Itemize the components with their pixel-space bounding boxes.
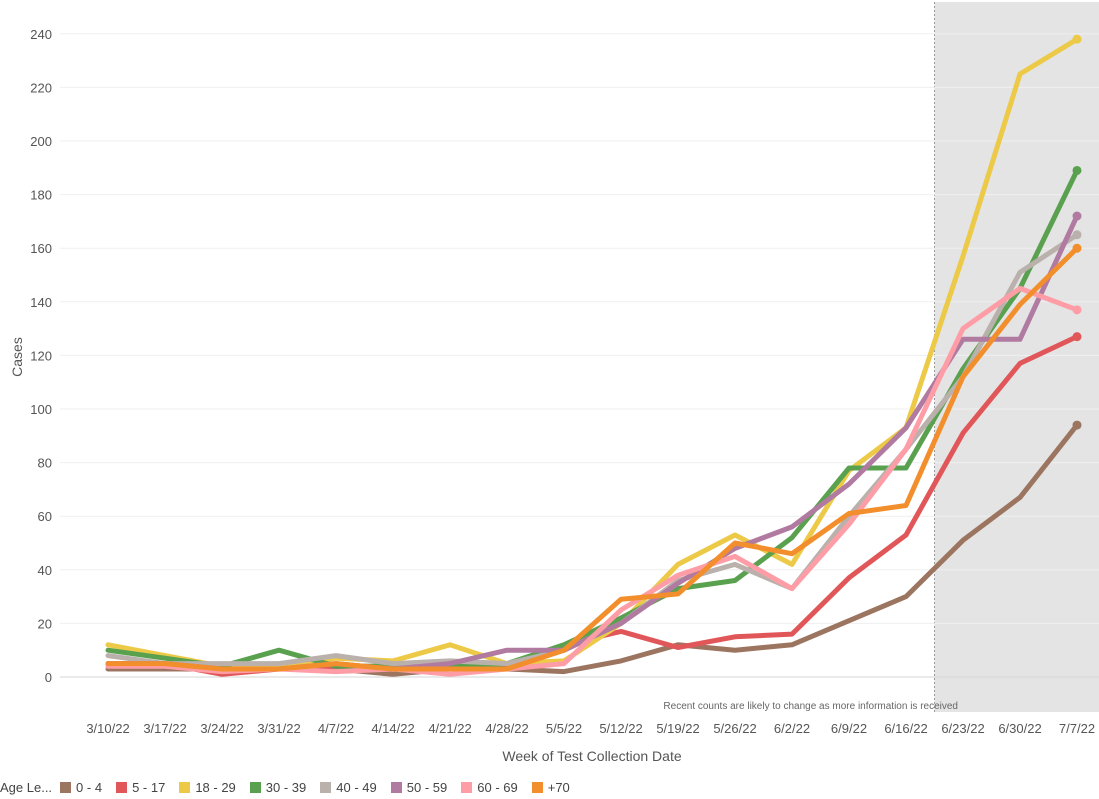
- line-chart: 0 20 40 60 80 100 120 140 160 180 200 220 240 3/10/2…: [9, 2, 1099, 764]
- legend-label: 5 - 17: [132, 779, 166, 795]
- legend: Age Le... 0 - 4 5 - 17 18 - 29 30 - 39 40 - …: [0, 777, 584, 797]
- legend-swatch: [461, 781, 473, 793]
- y-axis-title: Cases: [9, 337, 25, 377]
- series-line-18-29[interactable]: [105, 36, 1080, 669]
- series-line-30-39[interactable]: [105, 168, 1080, 669]
- y-tick-label: 180: [30, 188, 52, 203]
- y-tick-label: 220: [30, 80, 52, 95]
- legend-item[interactable]: 50 - 59: [390, 779, 448, 795]
- y-tick-label: 60: [38, 509, 52, 524]
- recent-counts-note: Recent counts are likely to change as mo…: [663, 701, 958, 712]
- legend-label: 40 - 49: [336, 779, 377, 795]
- legend-item[interactable]: 40 - 49: [320, 779, 377, 795]
- series-end-point[interactable]: [1072, 165, 1082, 175]
- legend-label: 30 - 39: [265, 779, 307, 795]
- x-tick-label: 6/2/22: [774, 721, 810, 736]
- y-tick-label: 20: [38, 616, 52, 631]
- legend-swatch: [249, 781, 261, 793]
- x-tick-label: 7/7/22: [1059, 721, 1095, 736]
- y-tick-label: 40: [38, 563, 52, 578]
- legend-swatch: [390, 781, 402, 793]
- x-tick-label: 3/17/22: [143, 721, 186, 736]
- x-axis-ticks: 3/10/22 3/17/22 3/24/22 3/31/22 4/7/22 4/14/2…: [86, 721, 1095, 736]
- gridlines: [60, 33, 1099, 678]
- series-end-point[interactable]: [1072, 211, 1082, 221]
- x-tick-label: 6/16/22: [884, 721, 927, 736]
- legend-item[interactable]: 18 - 29: [179, 779, 236, 795]
- legend-label: 60 - 69: [477, 779, 518, 795]
- x-tick-label: 5/12/22: [599, 721, 642, 736]
- legend-swatch: [60, 781, 72, 793]
- x-tick-label: 3/31/22: [257, 721, 300, 736]
- legend-swatch: [179, 781, 191, 793]
- y-tick-label: 0: [45, 670, 52, 685]
- y-tick-label: 240: [30, 27, 52, 42]
- x-tick-label: 5/26/22: [713, 721, 756, 736]
- x-tick-label: 4/14/22: [371, 721, 414, 736]
- series-end-point[interactable]: [1072, 332, 1082, 342]
- legend-label: +70: [547, 779, 570, 795]
- legend-item[interactable]: 5 - 17: [116, 780, 165, 795]
- y-tick-label: 200: [30, 134, 52, 149]
- legend-item[interactable]: 30 - 39: [249, 779, 307, 795]
- series-lines: [105, 34, 1082, 677]
- legend-label: 18 - 29: [195, 779, 236, 795]
- legend-title[interactable]: Age Le...: [0, 779, 53, 795]
- legend-label: 50 - 59: [406, 779, 448, 795]
- x-tick-label: 6/30/22: [998, 721, 1041, 736]
- y-tick-label: 100: [30, 402, 52, 417]
- legend-swatch: [531, 781, 543, 793]
- series-line-70[interactable]: [105, 245, 1080, 672]
- y-tick-label: 160: [30, 241, 52, 256]
- x-axis-title: Week of Test Collection Date: [502, 748, 681, 764]
- x-tick-label: 6/23/22: [941, 721, 984, 736]
- legend-swatch: [320, 781, 332, 793]
- x-tick-label: 3/24/22: [200, 721, 243, 736]
- y-axis-ticks: 0 20 40 60 80 100 120 140 160 180 200 220 240: [30, 27, 52, 685]
- series-end-point[interactable]: [1072, 34, 1082, 44]
- legend-label: 0 - 4: [76, 779, 103, 795]
- x-tick-label: 4/28/22: [485, 721, 528, 736]
- x-tick-label: 3/10/22: [86, 721, 129, 736]
- x-tick-label: 5/19/22: [656, 721, 699, 736]
- series-end-point[interactable]: [1072, 243, 1082, 253]
- y-tick-label: 80: [38, 456, 52, 471]
- legend-item[interactable]: 60 - 69: [461, 779, 518, 795]
- y-tick-label: 140: [30, 295, 52, 310]
- recent-period-shading: [934, 2, 1099, 712]
- series-end-point[interactable]: [1072, 420, 1082, 430]
- series-end-point[interactable]: [1072, 230, 1082, 240]
- x-tick-label: 6/9/22: [831, 721, 867, 736]
- x-tick-label: 4/21/22: [428, 721, 471, 736]
- legend-item[interactable]: +70: [531, 779, 570, 795]
- legend-swatch: [116, 781, 128, 793]
- legend-item[interactable]: 0 - 4: [60, 780, 102, 795]
- series-end-point[interactable]: [1072, 305, 1082, 315]
- x-tick-label: 5/5/22: [546, 721, 582, 736]
- x-tick-label: 4/7/22: [318, 721, 354, 736]
- y-tick-label: 120: [30, 348, 52, 363]
